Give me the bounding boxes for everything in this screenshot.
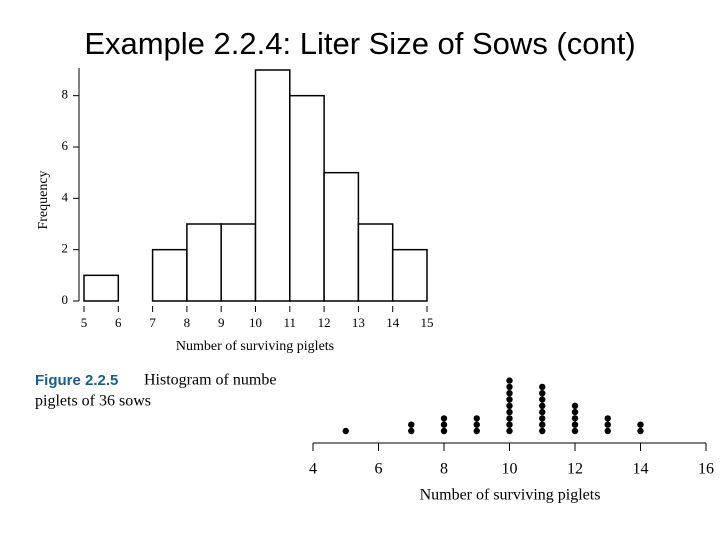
bar: [83, 274, 120, 302]
x-tick-label: 12: [567, 461, 583, 478]
x-tick-label: 10: [502, 461, 518, 478]
dot: [473, 421, 480, 428]
x-tick-label: 16: [698, 461, 714, 478]
x-tick-label: 14: [386, 315, 400, 330]
bar: [323, 171, 360, 302]
x-axis-label: Number of surviving piglets: [176, 339, 334, 354]
dot: [604, 427, 611, 435]
y-axis-label: Frequency: [36, 170, 51, 229]
dot: [571, 415, 579, 422]
x-tick-label: 14: [633, 461, 649, 478]
dot: [506, 421, 513, 428]
dot: [342, 427, 349, 435]
dot: [506, 377, 513, 384]
dot: [408, 421, 415, 428]
y-tick-label: 2: [62, 241, 69, 256]
x-tick-label: 5: [81, 315, 88, 330]
x-tick-label: 4: [309, 461, 317, 478]
dot: [440, 427, 448, 435]
x-tick-label: 9: [218, 315, 225, 330]
x-tick-label: 6: [115, 315, 122, 330]
dot: [571, 427, 579, 435]
x-tick-label: 11: [284, 315, 297, 330]
dot: [539, 402, 546, 409]
dot: [506, 427, 513, 435]
bar: [254, 69, 291, 302]
bar: [391, 248, 428, 302]
dot: [539, 396, 546, 403]
dot: [637, 421, 644, 428]
caption-text: piglets of 36 sows: [35, 393, 151, 410]
x-tick-label: 13: [352, 315, 365, 330]
x-tick-label: 12: [318, 315, 331, 330]
slide-title: Example 2.2.4: Liter Size of Sows (cont): [84, 26, 635, 61]
dot: [571, 421, 579, 428]
dot: [637, 427, 644, 435]
caption-text: Histogram of numbe: [144, 372, 276, 389]
bar: [151, 248, 188, 302]
x-tick-label: 15: [421, 315, 434, 330]
dot: [539, 415, 546, 422]
dot: [539, 390, 546, 397]
dot: [539, 427, 546, 435]
dot: [604, 415, 611, 422]
dot: [440, 421, 448, 428]
dot: [539, 383, 546, 391]
dot: [604, 421, 611, 428]
y-tick-label: 8: [62, 87, 69, 102]
bar: [357, 223, 394, 302]
dot: [506, 402, 513, 409]
histogram: 0 2 4 6 8 5 6 7 8 9 10 11 12 13 14 15 Number of survivin…: [36, 68, 434, 354]
dot: [408, 427, 415, 435]
bar: [289, 94, 325, 302]
dot: [506, 383, 513, 391]
dot: [539, 421, 546, 428]
dot: [571, 402, 579, 409]
y-tick-label: 4: [62, 189, 69, 204]
dot: [473, 427, 480, 435]
dot: [506, 415, 513, 422]
x-tick-label: 7: [149, 315, 156, 330]
x-tick-label: 6: [375, 461, 383, 478]
y-tick-label: 0: [62, 292, 69, 307]
bar: [186, 223, 222, 302]
dot: [440, 415, 448, 422]
dot: [506, 396, 513, 403]
x-tick-label: 8: [184, 315, 191, 330]
x-axis-label: Number of surviving piglets: [420, 487, 601, 504]
dot: [506, 390, 513, 397]
bar: [220, 223, 257, 302]
dot: [539, 408, 546, 416]
x-tick-label: 10: [249, 315, 262, 330]
y-tick-label: 6: [62, 138, 69, 153]
figure-label: Figure 2.2.5: [35, 372, 118, 389]
dot: [571, 408, 579, 416]
dot-plot: 4 6 8 10 12 14 16 Number of surviving piglets: [309, 377, 714, 504]
dot: [473, 415, 480, 422]
x-tick-label: 8: [440, 461, 448, 478]
dot: [506, 408, 513, 416]
